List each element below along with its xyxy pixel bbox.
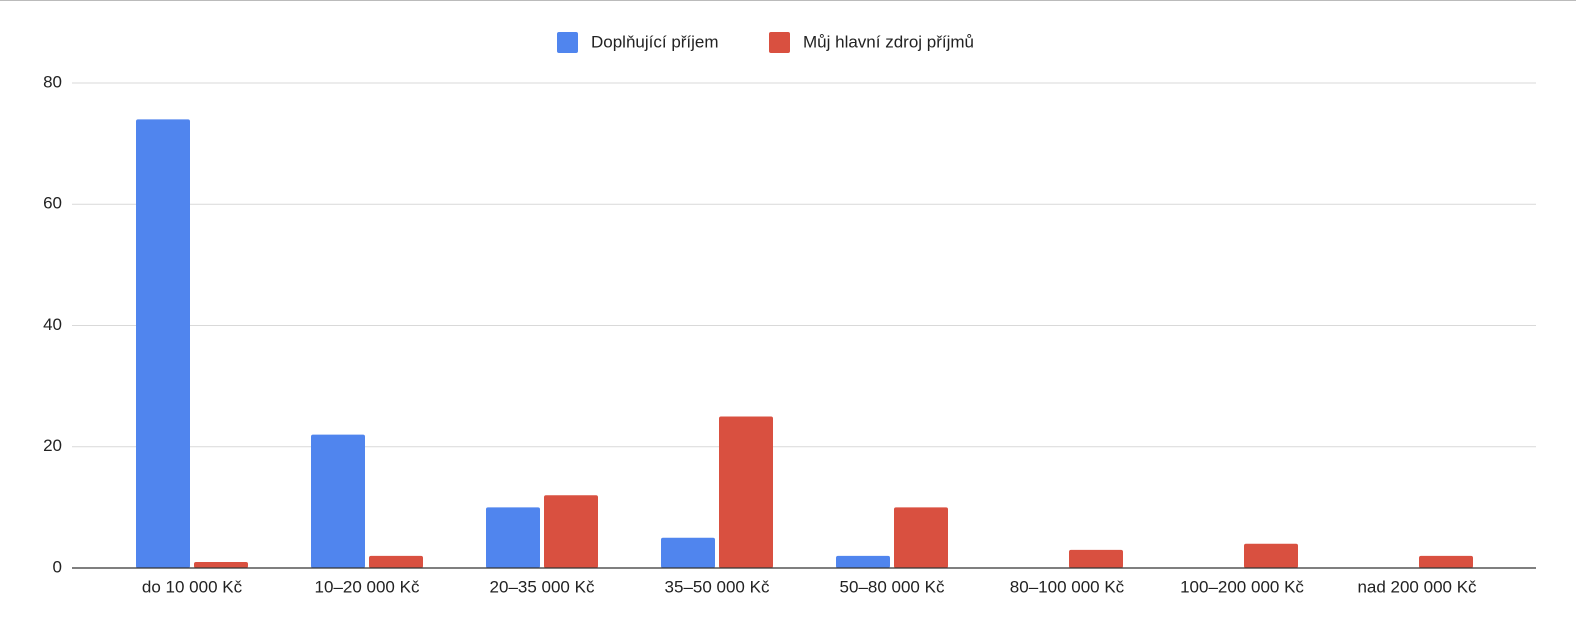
bar — [719, 416, 773, 568]
bar — [661, 537, 715, 568]
y-tick-label: 80 — [43, 72, 62, 91]
bar — [194, 561, 248, 568]
x-tick-label: nad 200 000 Kč — [1357, 577, 1477, 596]
y-tick-label: 40 — [43, 315, 62, 334]
x-tick-label: 50–80 000 Kč — [840, 577, 945, 596]
x-tick-label: 100–200 000 Kč — [1180, 577, 1304, 596]
x-tick-label: 10–20 000 Kč — [315, 577, 420, 596]
bar — [311, 434, 365, 568]
bar — [894, 507, 948, 568]
bar — [369, 555, 423, 568]
bar — [836, 555, 890, 568]
legend-label: Doplňující příjem — [591, 32, 719, 51]
legend-swatch — [557, 32, 578, 53]
legend-label: Můj hlavní zdroj příjmů — [803, 32, 974, 51]
bar — [1069, 549, 1123, 568]
bar — [544, 495, 598, 568]
y-tick-label: 60 — [43, 194, 62, 213]
x-tick-label: 80–100 000 Kč — [1010, 577, 1125, 596]
bar — [486, 507, 540, 568]
bar — [136, 119, 190, 568]
x-tick-label: 20–35 000 Kč — [490, 577, 595, 596]
bar — [1419, 555, 1473, 568]
y-tick-label: 0 — [53, 557, 62, 576]
bar — [1244, 543, 1298, 568]
x-tick-label: 35–50 000 Kč — [665, 577, 770, 596]
legend-swatch — [769, 32, 790, 53]
y-tick-label: 20 — [43, 436, 62, 455]
x-tick-label: do 10 000 Kč — [142, 577, 243, 596]
